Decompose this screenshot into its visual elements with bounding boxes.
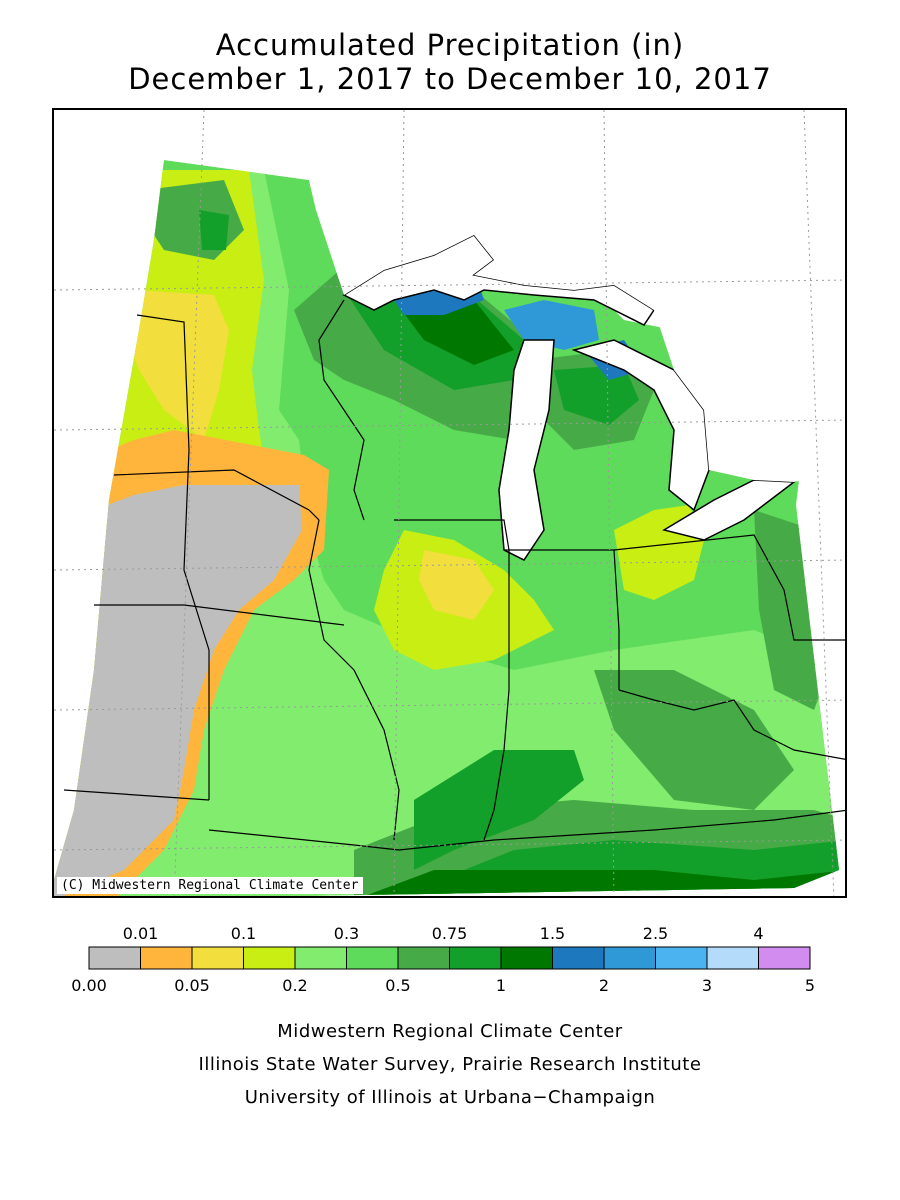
legend-bottom-label: 0.2: [282, 976, 307, 995]
legend-swatch: [346, 946, 399, 970]
footer-org: Midwestern Regional Climate Center: [277, 1021, 623, 1042]
legend-top-label: 0.01: [123, 924, 159, 943]
map-svg: [54, 110, 845, 896]
legend-top-label: 0.75: [432, 924, 468, 943]
legend-bottom-label: 3: [702, 976, 712, 995]
legend-swatch: [449, 946, 502, 970]
legend-top-label: 0.1: [231, 924, 256, 943]
footer-survey: Illinois State Water Survey, Prairie Res…: [198, 1054, 702, 1075]
legend-swatch: [758, 946, 811, 970]
legend-bottom-label: 0.05: [174, 976, 210, 995]
footer-university: University of Illinois at Urbana−Champai…: [244, 1087, 656, 1108]
legend-swatch: [88, 946, 141, 970]
map-credit: (C) Midwestern Regional Climate Center: [57, 877, 364, 894]
legend-bottom-label: 1: [496, 976, 506, 995]
legend-swatch: [191, 946, 244, 970]
map-title: Accumulated Precipitation (in): [215, 28, 685, 62]
legend-swatch: [500, 946, 553, 970]
color-legend: 0.01 0.1 0.3 0.75 1.5 2.5 4 0.00 0.05 0.2 0.5 1 2 3 5: [0, 920, 900, 1000]
state-borders: [63, 299, 845, 851]
legend-bottom-label: 0.5: [385, 976, 410, 995]
legend-svg: 0.01 0.1 0.3 0.75 1.5 2.5 4 0.00 0.05 0.2 0.5 1 2 3 5: [71, 924, 815, 995]
map-date-range: December 1, 2017 to December 10, 2017: [128, 62, 772, 96]
legend-top-label: 1.5: [540, 924, 565, 943]
legend-top-label: 0.3: [334, 924, 359, 943]
legend-swatch: [243, 946, 296, 970]
legend-swatch: [397, 946, 450, 970]
legend-swatch: [706, 946, 759, 970]
legend-swatch: [655, 946, 708, 970]
precipitation-map: (C) Midwestern Regional Climate Center: [52, 108, 847, 898]
legend-top-label: 2.5: [643, 924, 668, 943]
legend-top-label: 4: [753, 924, 763, 943]
legend-bottom-label: 2: [599, 976, 609, 995]
legend-swatch: [552, 946, 605, 970]
legend-swatch: [603, 946, 656, 970]
lat-lon-grid: [54, 110, 845, 896]
canada-region: [54, 110, 845, 482]
legend-bottom-label: 5: [805, 976, 815, 995]
legend-bottom-label: 0.00: [71, 976, 107, 995]
legend-swatch: [294, 946, 347, 970]
legend-swatch: [140, 946, 193, 970]
